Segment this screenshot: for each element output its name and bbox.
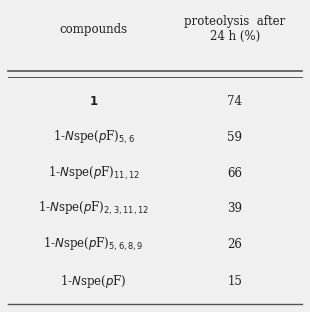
Text: 66: 66: [227, 167, 242, 179]
Text: 1-$\mathit{N}$spe($\mathit{p}$F)$_{11,12}$: 1-$\mathit{N}$spe($\mathit{p}$F)$_{11,12…: [47, 164, 140, 182]
Text: $\mathbf{1}$: $\mathbf{1}$: [89, 95, 98, 108]
Text: proteolysis  after
24 h (%): proteolysis after 24 h (%): [184, 15, 286, 43]
Text: 39: 39: [227, 202, 242, 215]
Text: 74: 74: [227, 95, 242, 108]
Text: 1-$\mathit{N}$spe($\mathit{p}$F)$_{5,6,8,9}$: 1-$\mathit{N}$spe($\mathit{p}$F)$_{5,6,8…: [43, 236, 144, 253]
Text: 1-$\mathit{N}$spe($\mathit{p}$F): 1-$\mathit{N}$spe($\mathit{p}$F): [60, 273, 127, 290]
Text: 1-$\mathit{N}$spe($\mathit{p}$F)$_{2,3,11,12}$: 1-$\mathit{N}$spe($\mathit{p}$F)$_{2,3,1…: [38, 200, 149, 217]
Text: 1-$\mathit{N}$spe($\mathit{p}$F)$_{5,6}$: 1-$\mathit{N}$spe($\mathit{p}$F)$_{5,6}$: [53, 129, 135, 146]
Text: 15: 15: [228, 275, 242, 288]
Text: 26: 26: [228, 238, 242, 251]
Text: compounds: compounds: [60, 23, 128, 36]
Text: 59: 59: [227, 131, 242, 144]
